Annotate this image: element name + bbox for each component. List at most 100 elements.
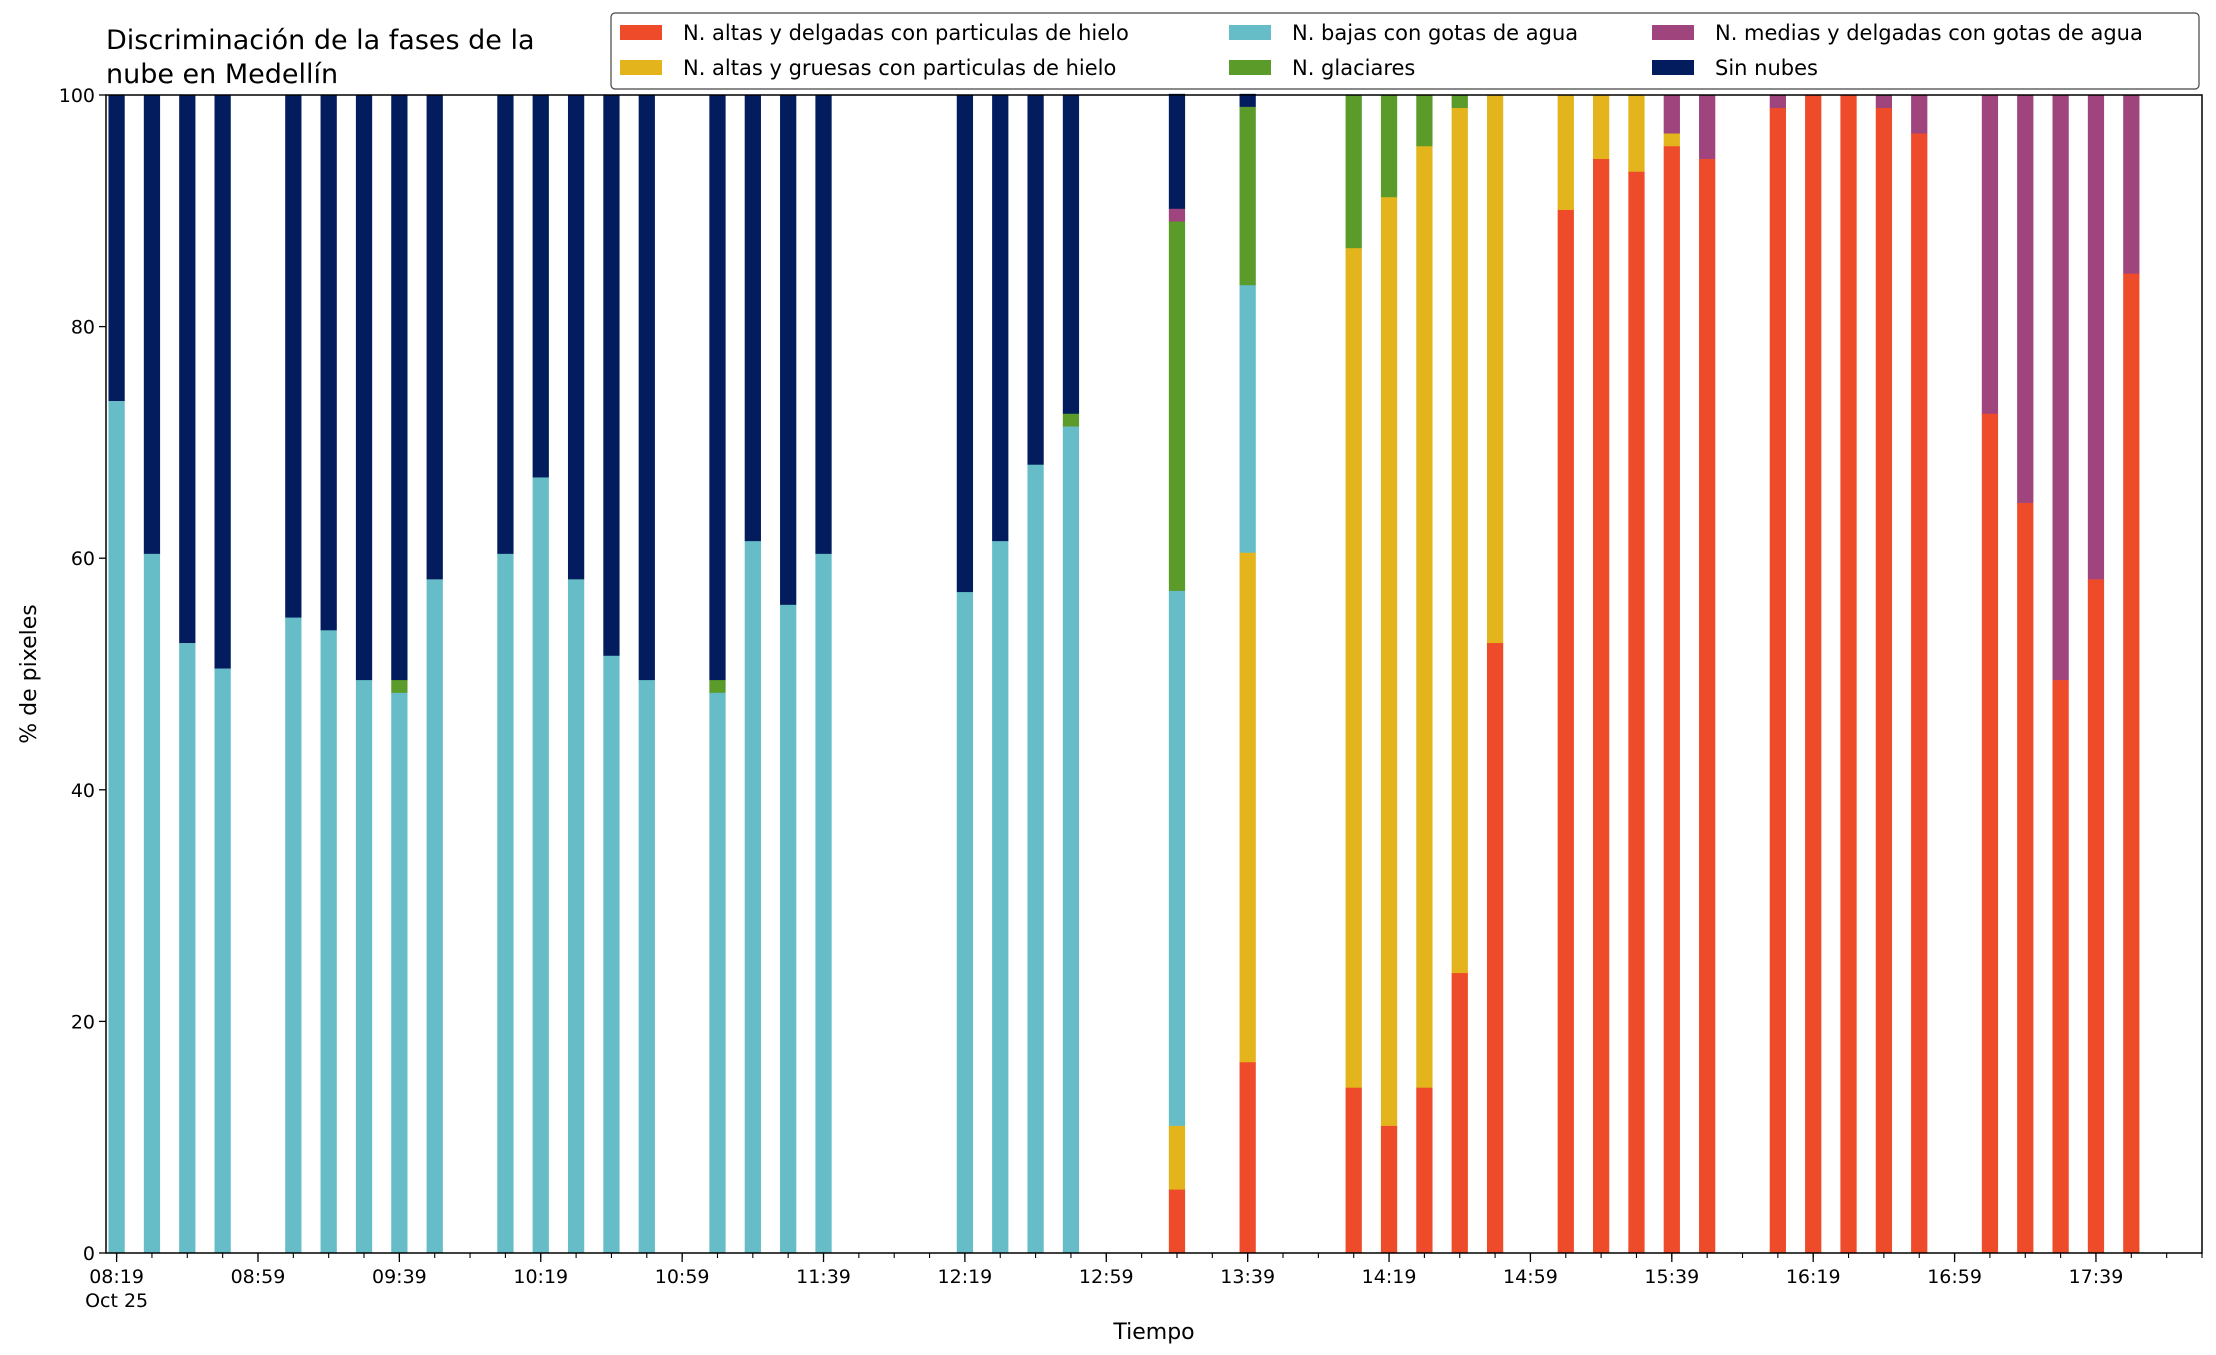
bar-segment bbox=[1769, 95, 1786, 109]
bar-segment bbox=[355, 679, 373, 1254]
bar-segment bbox=[1027, 464, 1044, 1254]
bar-segment bbox=[1663, 133, 1680, 147]
bar-segment bbox=[1557, 95, 1574, 210]
bar-segment bbox=[744, 540, 761, 1254]
chart-title-line-1: Discriminación de la fases de la bbox=[106, 25, 535, 56]
bar-segment bbox=[1345, 95, 1362, 249]
bar-segment bbox=[143, 553, 161, 1254]
bar-segment bbox=[567, 95, 585, 580]
bar-segment bbox=[1239, 93, 1256, 107]
bar-segment bbox=[285, 617, 302, 1254]
bar-segment bbox=[567, 579, 585, 1254]
bar-segment bbox=[1239, 552, 1256, 1063]
x-tick-label: 13:39 bbox=[1220, 1266, 1275, 1288]
bar-segment bbox=[1027, 95, 1044, 465]
bars-layer bbox=[108, 93, 2140, 1254]
x-tick-label: 11:39 bbox=[796, 1266, 851, 1288]
bar-segment bbox=[1345, 247, 1362, 1088]
bar-segment bbox=[497, 95, 514, 554]
bar-segment bbox=[179, 95, 196, 644]
bar-segment bbox=[1168, 208, 1186, 222]
bar-segment bbox=[815, 553, 832, 1254]
bar-segment bbox=[603, 95, 620, 656]
bar-segment bbox=[285, 95, 302, 618]
bar-segment bbox=[1557, 209, 1574, 1254]
x-axis-label: Tiempo bbox=[1112, 1320, 1194, 1345]
legend-label: N. altas y gruesas con particulas de hie… bbox=[683, 56, 1116, 80]
legend-swatch bbox=[1229, 60, 1271, 75]
y-axis-label: % de pixeles bbox=[17, 604, 42, 743]
x-tick-label: 12:19 bbox=[938, 1266, 993, 1288]
bar-segment bbox=[426, 95, 443, 580]
x-tick-label: 14:59 bbox=[1503, 1266, 1558, 1288]
bar-segment bbox=[1628, 95, 1645, 172]
y-tick-label: 0 bbox=[83, 1243, 95, 1265]
bar-segment bbox=[1451, 107, 1468, 974]
bar-segment bbox=[780, 604, 797, 1254]
x-tick-label: 15:39 bbox=[1644, 1266, 1699, 1288]
bar-segment bbox=[355, 95, 373, 681]
legend-label: N. bajas con gotas de agua bbox=[1292, 21, 1578, 45]
bar-segment bbox=[2087, 579, 2105, 1254]
bar-segment bbox=[992, 540, 1009, 1254]
bar-segment bbox=[603, 655, 620, 1254]
legend-swatch bbox=[620, 60, 662, 75]
bar-segment bbox=[956, 95, 974, 593]
bar-segment bbox=[1416, 145, 1433, 1088]
bar-segment bbox=[1168, 1189, 1186, 1254]
bar-segment bbox=[532, 95, 549, 478]
bar-segment bbox=[1239, 284, 1256, 553]
legend-swatch bbox=[1652, 25, 1694, 40]
bar-segment bbox=[1168, 1125, 1186, 1190]
bar-segment bbox=[1380, 196, 1398, 1126]
bar-segment bbox=[1875, 95, 1893, 109]
legend-frame bbox=[610, 12, 2200, 90]
bar-segment bbox=[1345, 1087, 1362, 1254]
bar-segment bbox=[1911, 95, 1928, 134]
bar-segment bbox=[2017, 502, 2034, 1254]
bar-segment bbox=[1380, 1125, 1398, 1254]
legend: N. altas y delgadas con particulas de hi… bbox=[610, 12, 2200, 90]
bar-segment bbox=[815, 95, 832, 554]
bar-segment bbox=[1699, 158, 1716, 1254]
legend-label: Sin nubes bbox=[1715, 56, 1818, 80]
bar-segment bbox=[1168, 590, 1186, 1126]
x-tick-label: 16:59 bbox=[1927, 1266, 1982, 1288]
bar-segment bbox=[1875, 107, 1893, 1254]
x-tick-label: 17:39 bbox=[2069, 1266, 2124, 1288]
bar-segment bbox=[1239, 106, 1256, 286]
bar-segment bbox=[391, 95, 408, 681]
bar-segment bbox=[780, 95, 797, 605]
bar-segment bbox=[1168, 93, 1186, 209]
bar-segment bbox=[108, 95, 125, 402]
bar-segment bbox=[1062, 95, 1080, 414]
legend-swatch bbox=[620, 25, 662, 40]
bar-segment bbox=[391, 679, 408, 693]
x-tick-label: 16:19 bbox=[1786, 1266, 1841, 1288]
bar-segment bbox=[2123, 95, 2140, 274]
bar-segment bbox=[1592, 158, 1610, 1254]
bar-segment bbox=[497, 553, 514, 1254]
bar-segment bbox=[744, 95, 761, 542]
x-tick-label: 08:19 bbox=[89, 1266, 144, 1288]
y-tick-label: 20 bbox=[71, 1011, 95, 1033]
bar-segment bbox=[1699, 95, 1716, 159]
bar-segment bbox=[108, 400, 125, 1254]
bar-segment bbox=[709, 692, 726, 1254]
bar-segment bbox=[638, 95, 655, 681]
bar-segment bbox=[956, 591, 974, 1254]
bar-segment bbox=[1168, 221, 1186, 591]
bar-segment bbox=[1840, 95, 1857, 1254]
bar-segment bbox=[1663, 95, 1680, 134]
bar-segment bbox=[532, 477, 549, 1254]
bar-segment bbox=[1981, 413, 1999, 1254]
bar-segment bbox=[1911, 133, 1928, 1254]
bar-segment bbox=[179, 642, 196, 1254]
bar-segment bbox=[1062, 413, 1080, 427]
x-tick-label: 09:39 bbox=[372, 1266, 427, 1288]
legend-swatch bbox=[1652, 60, 1694, 75]
bar-segment bbox=[2052, 95, 2069, 681]
bar-segment bbox=[1451, 95, 1468, 109]
bar-segment bbox=[320, 630, 337, 1254]
bar-segment bbox=[320, 95, 337, 631]
